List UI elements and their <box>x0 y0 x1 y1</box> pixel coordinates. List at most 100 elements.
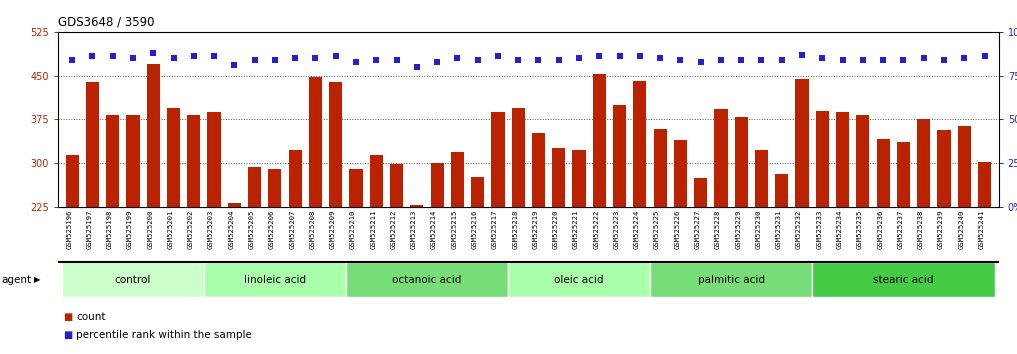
Text: ■: ■ <box>63 330 72 339</box>
Text: GSM525235: GSM525235 <box>857 209 862 249</box>
Bar <box>552 148 565 338</box>
Text: GSM525223: GSM525223 <box>613 209 619 249</box>
Text: GSM525224: GSM525224 <box>634 209 640 249</box>
Bar <box>694 178 707 338</box>
Bar <box>187 115 200 338</box>
Bar <box>978 161 992 338</box>
Point <box>794 52 811 57</box>
Text: stearic acid: stearic acid <box>874 275 934 285</box>
Text: GSM525229: GSM525229 <box>735 209 741 249</box>
Text: control: control <box>115 275 152 285</box>
Text: GSM525206: GSM525206 <box>268 209 275 249</box>
Bar <box>795 79 809 338</box>
Bar <box>674 140 686 338</box>
Point <box>915 55 932 61</box>
Bar <box>755 150 768 338</box>
Text: GSM525227: GSM525227 <box>695 209 701 249</box>
Point <box>287 55 303 61</box>
Text: octanoic acid: octanoic acid <box>393 275 462 285</box>
Point <box>672 57 689 63</box>
Bar <box>346 262 508 297</box>
Bar <box>167 108 180 338</box>
Text: GSM525236: GSM525236 <box>877 209 883 249</box>
Bar <box>938 130 951 338</box>
Text: agent: agent <box>1 275 32 285</box>
Bar <box>390 164 403 338</box>
Bar <box>330 81 343 338</box>
Bar <box>613 105 626 338</box>
Text: GSM525203: GSM525203 <box>208 209 215 249</box>
Text: GSM525241: GSM525241 <box>978 209 984 249</box>
Point <box>368 57 384 63</box>
Point <box>429 59 445 64</box>
Bar <box>204 262 346 297</box>
Bar <box>917 119 931 338</box>
Bar <box>370 154 382 338</box>
Point <box>956 55 972 61</box>
Text: GSM525214: GSM525214 <box>431 209 437 249</box>
Text: GSM525202: GSM525202 <box>188 209 194 249</box>
Point <box>895 57 911 63</box>
Text: GSM525209: GSM525209 <box>330 209 336 249</box>
Text: GSM525217: GSM525217 <box>492 209 498 249</box>
Text: palmitic acid: palmitic acid <box>698 275 765 285</box>
Bar <box>491 112 504 338</box>
Point <box>854 57 871 63</box>
Point <box>84 53 101 59</box>
Text: GSM525237: GSM525237 <box>897 209 903 249</box>
Bar <box>471 177 484 338</box>
Text: GSM525228: GSM525228 <box>715 209 721 249</box>
Point <box>409 64 425 70</box>
Point <box>936 57 952 63</box>
Bar <box>593 74 606 338</box>
Point <box>511 57 527 63</box>
Text: GSM525212: GSM525212 <box>391 209 397 249</box>
Point <box>611 53 627 59</box>
Point <box>226 62 242 68</box>
Bar <box>734 116 747 338</box>
Text: GSM525215: GSM525215 <box>452 209 458 249</box>
Text: GSM525199: GSM525199 <box>127 209 133 249</box>
Bar <box>813 262 995 297</box>
Text: GSM525219: GSM525219 <box>533 209 538 249</box>
Point <box>733 57 750 63</box>
Text: GSM525231: GSM525231 <box>776 209 782 249</box>
Text: GSM525196: GSM525196 <box>66 209 72 249</box>
Text: GSM525233: GSM525233 <box>817 209 823 249</box>
Point <box>388 57 405 63</box>
Bar <box>775 175 788 338</box>
Point <box>976 53 993 59</box>
Text: GSM525208: GSM525208 <box>309 209 315 249</box>
Text: GSM525240: GSM525240 <box>958 209 964 249</box>
Bar <box>126 115 139 338</box>
Bar <box>350 169 363 338</box>
Point <box>327 53 344 59</box>
Bar <box>856 115 870 338</box>
Text: GSM525216: GSM525216 <box>472 209 478 249</box>
Point <box>815 55 831 61</box>
Point <box>834 57 850 63</box>
Text: GSM525220: GSM525220 <box>553 209 558 249</box>
Text: GSM525210: GSM525210 <box>350 209 356 249</box>
Bar <box>146 64 160 338</box>
Text: oleic acid: oleic acid <box>554 275 604 285</box>
Bar <box>897 142 910 338</box>
Point <box>307 55 323 61</box>
Text: GSM525218: GSM525218 <box>513 209 519 249</box>
Text: count: count <box>76 312 106 322</box>
Point <box>652 55 668 61</box>
Bar <box>836 112 849 338</box>
Text: GSM525234: GSM525234 <box>837 209 842 249</box>
Text: GSM525211: GSM525211 <box>370 209 376 249</box>
Text: GSM525198: GSM525198 <box>107 209 113 249</box>
Point <box>145 50 162 56</box>
Point <box>105 53 121 59</box>
Text: GSM525226: GSM525226 <box>674 209 680 249</box>
Text: GSM525239: GSM525239 <box>938 209 944 249</box>
Bar <box>309 77 322 338</box>
Point <box>591 53 607 59</box>
Bar <box>430 163 443 338</box>
Point <box>206 53 223 59</box>
Point <box>774 57 790 63</box>
Point <box>530 57 546 63</box>
